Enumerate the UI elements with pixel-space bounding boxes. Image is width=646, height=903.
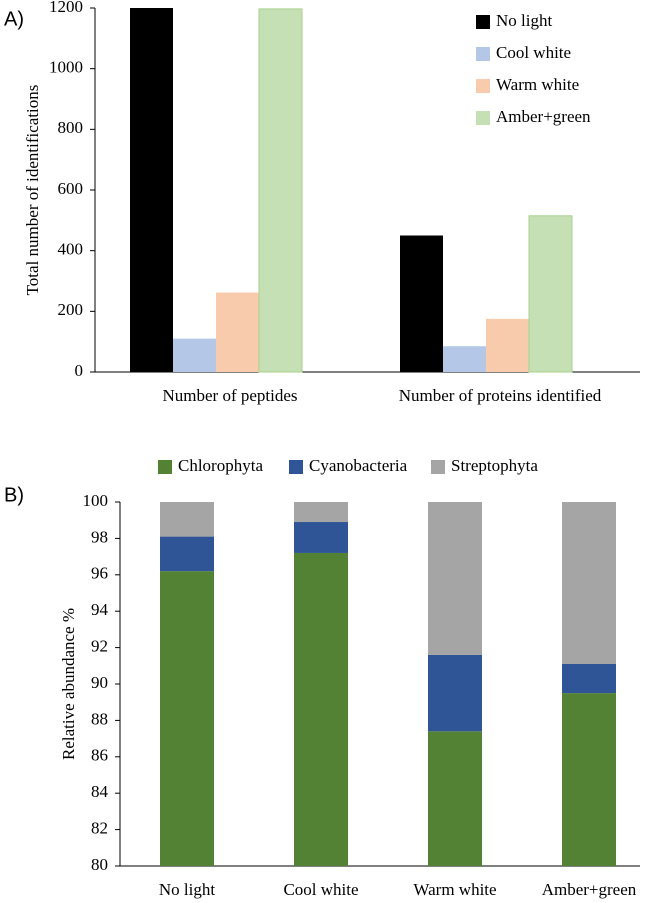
panel-label: A) [4,8,24,30]
bar-segment [428,654,482,732]
y-tick-label: 84 [91,782,109,801]
legend-label: Amber+green [496,107,591,126]
bar-segment [294,552,348,866]
y-tick-label: 90 [91,673,108,692]
bar-segment [294,522,348,553]
bar-segment [160,536,214,572]
y-tick-label: 600 [58,179,84,198]
x-tick-label: Cool white [283,880,358,899]
bar-segment [562,693,616,866]
x-tick-label: No light [159,880,215,899]
y-tick-label: 0 [75,361,84,380]
bar [130,8,173,372]
bar-segment [428,731,482,866]
x-tick-label: Number of proteins identified [399,386,602,405]
legend-label: Cyanobacteria [309,456,408,475]
y-tick-label: 80 [91,855,108,874]
legend-swatch [476,111,490,125]
panel-label: B) [4,484,24,506]
bar-segment [160,571,214,866]
legend-label: Warm white [496,75,579,94]
y-tick-label: 96 [91,564,108,583]
bar [486,318,529,372]
y-tick-label: 800 [58,118,84,137]
y-tick-label: 200 [58,300,84,319]
bar-segment [294,502,348,523]
y-tick-label: 86 [91,746,108,765]
legend-label: Streptophyta [451,456,538,475]
x-tick-label: Warm white [413,880,496,899]
legend-swatch [476,15,490,29]
bar-segment [562,502,616,664]
legend-swatch [476,47,490,61]
legend-swatch [158,460,172,474]
y-tick-label: 98 [91,527,108,546]
y-tick-label: 88 [91,709,108,728]
y-tick-label: 1200 [49,0,83,16]
x-tick-label: Number of peptides [162,386,297,405]
y-tick-label: 92 [91,637,108,656]
bar-segment [160,502,214,537]
y-axis-label: Total number of identifications [23,85,42,296]
legend-label: No light [496,11,552,30]
bar-segment [562,663,616,694]
bar [258,8,303,373]
y-tick-label: 82 [91,819,108,838]
x-tick-label: Amber+green [542,880,637,899]
legend-label: Cool white [496,43,571,62]
y-tick-label: 1000 [49,58,83,77]
legend-swatch [289,460,303,474]
y-tick-label: 94 [91,600,109,619]
bar [216,292,259,372]
legend-swatch [476,79,490,93]
y-axis-label: Relative abundance % [59,608,78,760]
bar [173,338,216,372]
bar-segment [428,502,482,655]
y-tick-label: 100 [83,491,109,510]
y-tick-label: 400 [58,240,84,259]
bar [528,215,573,373]
bar [400,235,443,372]
bar [443,346,486,372]
legend-label: Chlorophyta [178,456,263,475]
legend-swatch [431,460,445,474]
